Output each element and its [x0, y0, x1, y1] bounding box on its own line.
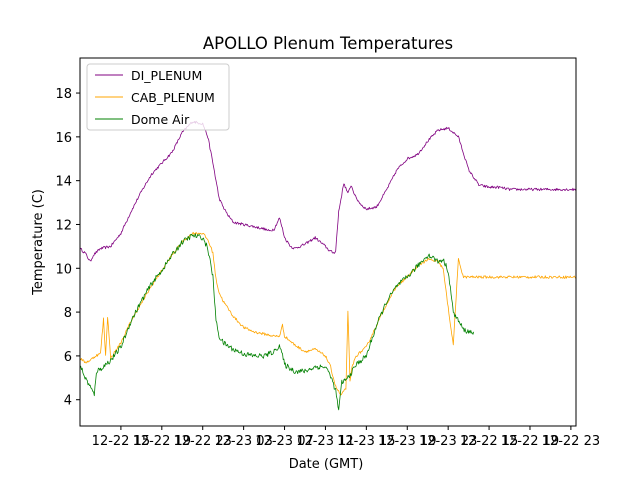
- y-tick-label: 18: [55, 87, 72, 102]
- x-tick-label: 12-22 19: [501, 434, 559, 449]
- series-layer: [80, 120, 576, 411]
- y-axis-ticks: 4 6 8 10 12 14 16 18: [55, 87, 80, 409]
- y-axis-label: Temperature (C): [31, 189, 46, 296]
- x-tick-label: 12-22 15: [460, 434, 518, 449]
- x-tick-label: 12-22 19: [133, 434, 191, 449]
- legend: DI_PLENUM CAB_PLENUM Dome Air: [86, 63, 230, 131]
- legend-label-cab-plenum: CAB_PLENUM: [131, 90, 215, 105]
- x-tick-label: 12-23 03: [214, 434, 272, 449]
- y-tick-label: 12: [55, 218, 72, 233]
- y-tick-label: 4: [64, 394, 72, 409]
- series-line-dome-air: [80, 233, 475, 411]
- x-tick-label: 12-23 15: [337, 434, 395, 449]
- series-line-di-plenum: [80, 120, 576, 262]
- y-tick-label: 16: [55, 131, 72, 146]
- legend-label-di-plenum: DI_PLENUM: [131, 68, 202, 83]
- y-tick-label: 8: [64, 306, 72, 321]
- y-tick-label: 6: [64, 350, 72, 365]
- x-tick-label: 12-22 23: [173, 434, 231, 449]
- x-tick-label: 12-23 07: [255, 434, 313, 449]
- x-tick-label: 12-23 11: [296, 434, 354, 449]
- y-tick-label: 14: [55, 175, 72, 190]
- chart-title: APOLLO Plenum Temperatures: [203, 34, 453, 53]
- plot-frame: [79, 57, 577, 427]
- x-tick-label: 12-23 19: [378, 434, 436, 449]
- legend-label-dome-air: Dome Air: [131, 112, 190, 127]
- x-tick-label: 12-22 15: [92, 434, 150, 449]
- x-tick-label: 12-22 23: [542, 434, 600, 449]
- x-tick-label: 12-23 23: [419, 434, 477, 449]
- y-tick-label: 10: [55, 262, 72, 277]
- x-axis-label: Date (GMT): [289, 457, 364, 472]
- legend-box: [86, 63, 230, 131]
